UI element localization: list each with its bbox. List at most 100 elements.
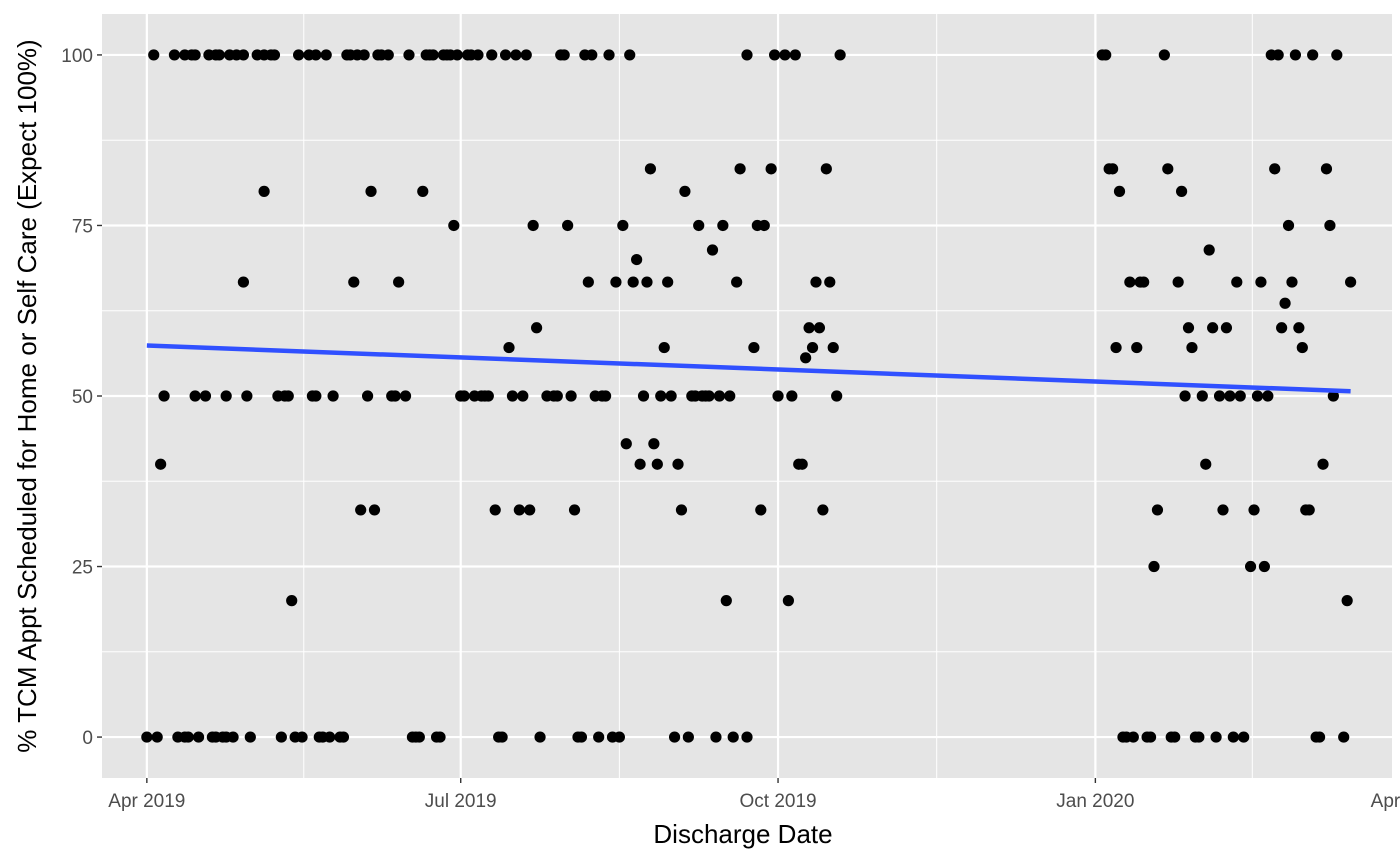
data-point [1193, 731, 1205, 743]
y-tick-label: 25 [72, 558, 93, 579]
data-point [1100, 49, 1112, 61]
y-tick-label: 100 [61, 46, 93, 67]
data-point [1286, 276, 1298, 288]
data-point [482, 390, 494, 402]
data-point [1107, 163, 1119, 175]
data-point [1217, 504, 1229, 516]
data-point [1158, 49, 1170, 61]
data-point [810, 276, 822, 288]
data-point [1313, 731, 1326, 743]
data-point [620, 438, 632, 450]
data-point [286, 595, 298, 607]
data-point [237, 49, 250, 61]
data-point [1144, 731, 1157, 743]
data-point [724, 390, 736, 402]
data-point [662, 276, 674, 288]
data-point [562, 219, 574, 232]
data-point [168, 49, 181, 61]
data-point [703, 390, 715, 402]
data-point [1293, 322, 1305, 334]
data-point [820, 163, 832, 175]
data-point [551, 390, 563, 402]
data-point [310, 49, 322, 61]
data-point [803, 322, 815, 334]
data-point [713, 390, 726, 402]
data-point [1162, 163, 1174, 175]
data-point [148, 49, 160, 61]
data-point [796, 458, 808, 470]
data-point [741, 49, 753, 61]
data-point [575, 731, 588, 743]
data-point [1269, 163, 1281, 175]
data-point [665, 390, 677, 402]
data-point [227, 731, 239, 743]
data-point [672, 458, 684, 470]
data-point [1317, 458, 1329, 470]
data-point [779, 49, 791, 61]
data-point [637, 390, 650, 402]
data-point [741, 731, 753, 743]
data-point [389, 390, 401, 402]
trend-line-group [146, 343, 1351, 394]
data-point [586, 49, 598, 61]
axes: 0 25 50 75 100 Apr 2019 Jul 2019 Oct 2019 Jan 20… [61, 46, 1400, 812]
data-point [1251, 390, 1264, 402]
data-point [524, 504, 536, 516]
data-point [1172, 276, 1184, 288]
data-point [1124, 276, 1136, 288]
data-point [734, 163, 746, 175]
data-point [320, 49, 332, 61]
x-tick-label: Jul 2019 [425, 791, 497, 812]
data-point [486, 49, 498, 61]
data-point [834, 49, 846, 61]
data-point [1238, 731, 1250, 743]
data-point [631, 253, 643, 266]
data-point [1169, 731, 1181, 743]
data-point [1262, 390, 1274, 402]
data-point [655, 390, 667, 402]
data-point [1203, 244, 1215, 256]
data-point [155, 458, 167, 470]
data-point [534, 731, 546, 743]
data-point [617, 219, 629, 232]
data-point [1113, 185, 1126, 197]
data-point [599, 390, 612, 402]
data-point [658, 341, 670, 354]
data-point [427, 49, 439, 61]
data-point [1244, 560, 1257, 573]
data-point [1255, 276, 1267, 288]
data-point [327, 390, 339, 402]
data-point [806, 341, 819, 354]
data-point [1182, 322, 1195, 334]
data-point [1327, 390, 1339, 402]
data-point [720, 595, 732, 607]
data-point [382, 49, 394, 61]
data-point [1331, 49, 1343, 61]
data-point [417, 185, 429, 197]
data-point [337, 731, 350, 743]
data-point [293, 49, 305, 61]
data-point [258, 185, 270, 197]
data-point [1127, 731, 1139, 743]
x-axis-title: Discharge Date [653, 819, 832, 849]
data-point [451, 49, 463, 61]
data-point [831, 390, 843, 402]
data-point [675, 504, 688, 516]
data-point [1220, 322, 1233, 334]
data-point [158, 390, 170, 402]
data-point [151, 731, 163, 743]
data-point [506, 390, 519, 402]
data-point [472, 49, 484, 61]
data-point [1213, 390, 1226, 402]
y-tick-label: 0 [82, 728, 93, 749]
data-point [403, 49, 415, 61]
data-point [717, 219, 729, 232]
data-point [413, 731, 425, 743]
data-point [1272, 49, 1284, 61]
data-point [558, 49, 570, 61]
x-tick-label: Apr 2019 [108, 791, 185, 812]
x-tick-label: Apr 2020 [1371, 791, 1400, 812]
data-point [237, 276, 250, 288]
data-point [310, 390, 322, 402]
data-point [651, 458, 663, 470]
